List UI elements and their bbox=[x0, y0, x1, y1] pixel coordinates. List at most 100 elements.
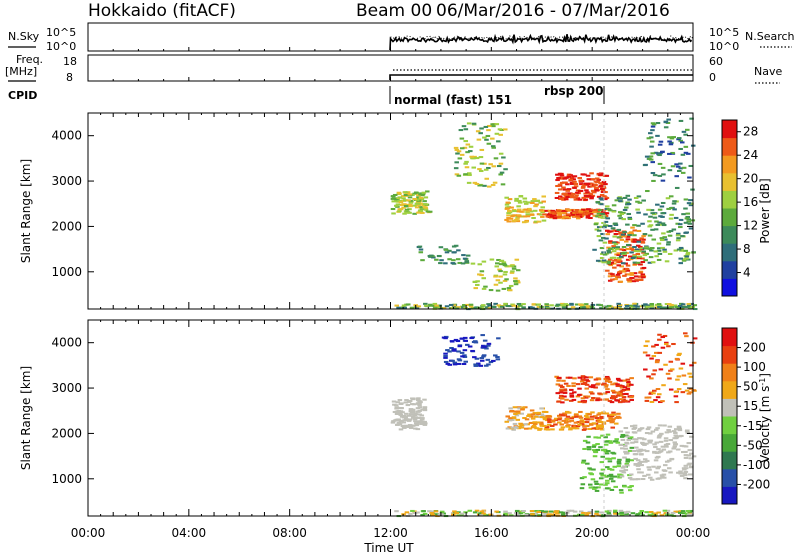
data-cell bbox=[585, 416, 590, 419]
data-cell bbox=[647, 468, 652, 471]
colorbar-bin bbox=[722, 260, 737, 279]
data-cell bbox=[597, 398, 603, 401]
data-cell bbox=[513, 280, 518, 283]
data-cell bbox=[565, 208, 570, 211]
data-cell bbox=[591, 397, 596, 400]
data-cell bbox=[537, 428, 542, 431]
data-cell bbox=[467, 173, 472, 177]
data-cell bbox=[610, 227, 616, 230]
data-cell bbox=[573, 413, 579, 416]
data-cell bbox=[623, 469, 629, 472]
data-cell bbox=[626, 212, 632, 216]
data-cell bbox=[599, 428, 605, 431]
data-cell bbox=[469, 337, 474, 340]
data-cell bbox=[457, 345, 463, 348]
data-cell bbox=[478, 514, 484, 517]
data-cell bbox=[659, 151, 665, 154]
data-cell bbox=[478, 169, 484, 173]
data-cell bbox=[531, 424, 537, 427]
data-cell bbox=[687, 473, 693, 476]
data-cell bbox=[611, 262, 617, 265]
data-cell bbox=[616, 228, 622, 231]
data-cell bbox=[586, 195, 592, 198]
data-cell bbox=[638, 460, 644, 463]
data-cell bbox=[584, 196, 590, 199]
data-cell bbox=[514, 426, 519, 429]
data-cell bbox=[533, 415, 539, 418]
data-cell bbox=[499, 305, 505, 308]
data-cell bbox=[635, 459, 641, 462]
data-cell bbox=[625, 264, 631, 267]
data-cell bbox=[648, 256, 654, 259]
data-cell bbox=[585, 395, 591, 398]
data-cell bbox=[633, 441, 639, 444]
data-cell bbox=[638, 245, 643, 248]
data-cell bbox=[501, 262, 507, 265]
data-cell bbox=[416, 203, 421, 207]
data-cell bbox=[455, 306, 461, 309]
data-cell bbox=[516, 205, 521, 208]
data-cell bbox=[688, 391, 693, 394]
data-cell bbox=[661, 448, 667, 451]
data-cell bbox=[508, 305, 513, 308]
data-cell bbox=[554, 191, 560, 194]
data-cell bbox=[626, 381, 631, 384]
data-cell bbox=[621, 252, 626, 255]
data-cell bbox=[443, 337, 448, 340]
data-cell bbox=[676, 237, 681, 240]
data-cell bbox=[679, 444, 685, 447]
data-cell bbox=[667, 252, 673, 255]
data-cell bbox=[571, 415, 577, 418]
data-cell bbox=[531, 303, 537, 306]
data-cell bbox=[548, 510, 554, 513]
data-cell bbox=[470, 349, 475, 352]
data-cell bbox=[637, 275, 643, 278]
data-cell bbox=[578, 215, 583, 218]
data-cell bbox=[576, 421, 582, 424]
data-cell bbox=[625, 464, 630, 467]
data-cell bbox=[558, 172, 564, 176]
data-cell bbox=[443, 262, 448, 265]
data-cell bbox=[649, 305, 655, 308]
data-cell bbox=[676, 471, 681, 474]
data-cell bbox=[611, 413, 617, 416]
data-cell bbox=[593, 378, 599, 381]
data-cell bbox=[560, 426, 566, 429]
data-cell bbox=[570, 306, 576, 309]
data-cell bbox=[490, 137, 495, 140]
data-cell bbox=[653, 459, 659, 462]
data-cell bbox=[626, 273, 632, 276]
data-cell bbox=[470, 262, 476, 265]
data-cell bbox=[632, 272, 638, 275]
data-cell bbox=[582, 447, 587, 450]
data-cell bbox=[469, 155, 474, 158]
data-cell bbox=[606, 262, 611, 265]
data-cell bbox=[599, 511, 604, 514]
data-cell bbox=[653, 228, 659, 231]
data-cell bbox=[500, 183, 506, 186]
data-cell bbox=[665, 197, 671, 200]
data-cell bbox=[613, 223, 619, 226]
colorbar-bin bbox=[722, 155, 737, 174]
data-cell bbox=[476, 364, 481, 367]
data-cell bbox=[677, 511, 683, 514]
data-cell bbox=[680, 510, 686, 513]
data-cell bbox=[519, 412, 524, 415]
data-cell bbox=[595, 215, 600, 218]
data-cell bbox=[562, 412, 567, 415]
data-cell bbox=[474, 306, 479, 309]
data-cell bbox=[683, 454, 689, 457]
data-cell bbox=[648, 215, 653, 218]
data-cell bbox=[650, 161, 655, 164]
data-cell bbox=[618, 200, 623, 203]
data-cell bbox=[638, 512, 643, 515]
data-cell bbox=[459, 153, 465, 156]
data-cell bbox=[610, 389, 616, 392]
data-cell bbox=[604, 412, 610, 415]
ytick-label: 4000 bbox=[51, 336, 82, 350]
data-cell bbox=[473, 287, 479, 290]
data-cell bbox=[657, 162, 663, 165]
data-cell bbox=[491, 146, 496, 149]
data-cell bbox=[496, 304, 502, 307]
data-cell bbox=[569, 196, 575, 199]
